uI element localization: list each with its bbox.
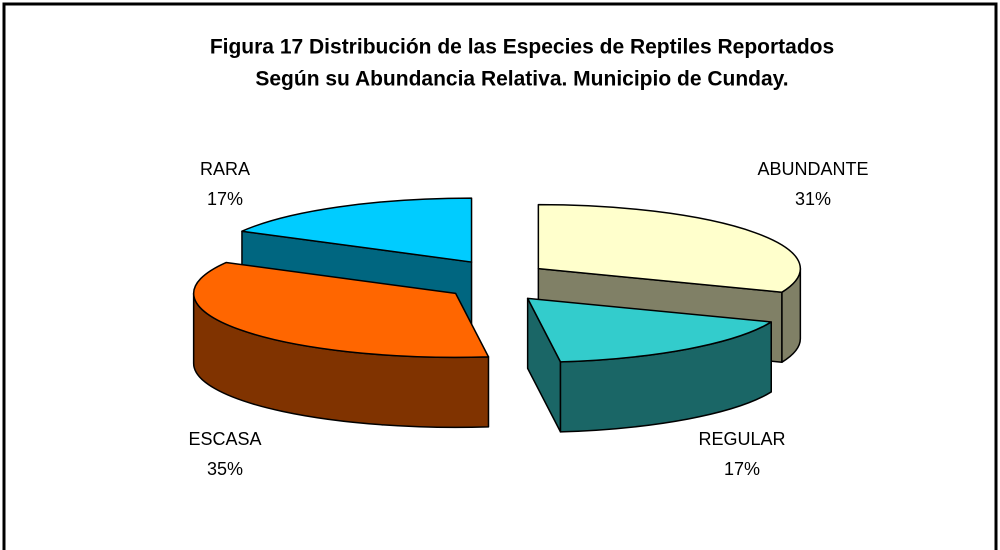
value-label: 31% <box>795 189 831 209</box>
category-label: REGULAR <box>698 429 785 449</box>
slice <box>537 203 802 293</box>
value-label: 17% <box>724 459 760 479</box>
category-label: RARA <box>200 159 250 179</box>
value-label: 17% <box>207 189 243 209</box>
chart-title: Según su Abundancia Relativa. Municipio … <box>255 68 788 91</box>
chart-title: Figura 17 Distribución de las Especies d… <box>210 36 834 59</box>
value-label: 35% <box>207 459 243 479</box>
slice <box>241 197 473 263</box>
slice <box>192 261 490 359</box>
category-label: ESCASA <box>188 429 261 449</box>
category-label: ABUNDANTE <box>757 159 868 179</box>
slice <box>526 297 772 363</box>
